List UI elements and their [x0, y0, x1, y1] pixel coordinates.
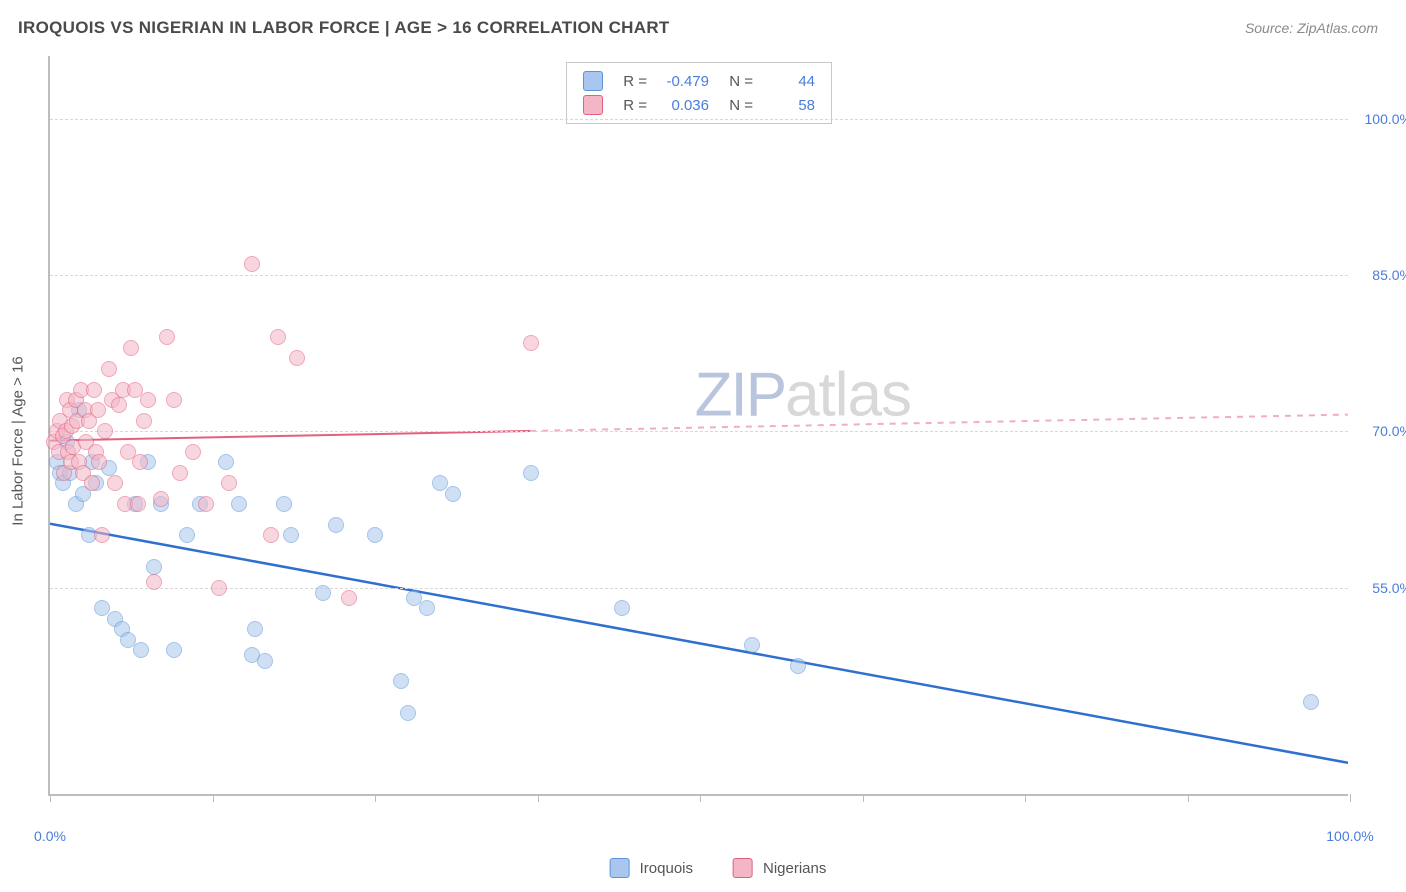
x-tick: [375, 794, 376, 802]
legend-swatch-iroquois: [583, 71, 603, 91]
y-tick-label: 100.0%: [1365, 111, 1406, 127]
y-axis-label: In Labor Force | Age > 16: [10, 356, 27, 525]
scatter-point-iroquois: [133, 642, 149, 658]
scatter-point-iroquois: [790, 658, 806, 674]
x-tick: [700, 794, 701, 802]
x-tick-label-left: 0.0%: [34, 828, 66, 844]
scatter-point-iroquois: [315, 585, 331, 601]
scatter-point-nigerians: [244, 256, 260, 272]
scatter-point-iroquois: [523, 465, 539, 481]
scatter-point-iroquois: [1303, 694, 1319, 710]
correlation-legend: R = -0.479 N = 44 R = 0.036 N = 58: [566, 62, 832, 124]
plot-container: In Labor Force | Age > 16 ZIPatlas R =-0…: [48, 56, 1388, 826]
scatter-point-nigerians: [185, 444, 201, 460]
r-value: -0.479: [661, 73, 709, 90]
scatter-point-nigerians: [270, 329, 286, 345]
scatter-point-nigerians: [523, 335, 539, 351]
scatter-point-iroquois: [328, 517, 344, 533]
r-label: R =: [617, 97, 647, 114]
y-tick-label: 85.0%: [1372, 267, 1406, 283]
scatter-point-nigerians: [97, 423, 113, 439]
scatter-point-nigerians: [130, 496, 146, 512]
x-tick: [538, 794, 539, 802]
series-legend: Iroquois Nigerians: [610, 858, 827, 878]
scatter-point-iroquois: [257, 653, 273, 669]
r-label: R =: [617, 73, 647, 90]
scatter-point-iroquois: [179, 527, 195, 543]
gridline-h: [50, 588, 1348, 589]
x-tick: [213, 794, 214, 802]
n-value: 58: [767, 97, 815, 114]
scatter-point-iroquois: [218, 454, 234, 470]
n-label: N =: [723, 73, 753, 90]
correlation-row-iroquois: R = -0.479 N = 44: [583, 69, 815, 93]
scatter-point-nigerians: [146, 574, 162, 590]
scatter-point-nigerians: [341, 590, 357, 606]
scatter-point-nigerians: [136, 413, 152, 429]
legend-swatch: [610, 858, 630, 878]
scatter-point-nigerians: [123, 340, 139, 356]
scatter-point-nigerians: [94, 527, 110, 543]
scatter-point-iroquois: [247, 621, 263, 637]
y-tick-label: 55.0%: [1372, 580, 1406, 596]
n-value: 44: [767, 73, 815, 90]
chart-source: Source: ZipAtlas.com: [1245, 20, 1378, 36]
scatter-point-nigerians: [263, 527, 279, 543]
scatter-point-iroquois: [231, 496, 247, 512]
scatter-point-iroquois: [283, 527, 299, 543]
scatter-point-iroquois: [419, 600, 435, 616]
scatter-point-iroquois: [276, 496, 292, 512]
scatter-point-nigerians: [221, 475, 237, 491]
y-tick-label: 70.0%: [1372, 423, 1406, 439]
legend-swatch: [733, 858, 753, 878]
legend-label: Iroquois: [640, 860, 693, 877]
correlation-row-nigerians: R = 0.036 N = 58: [583, 93, 815, 117]
scatter-point-nigerians: [172, 465, 188, 481]
legend-item: Iroquois: [610, 858, 693, 878]
x-tick-label-right: 100.0%: [1326, 828, 1373, 844]
scatter-point-nigerians: [90, 402, 106, 418]
r-value: 0.036: [661, 97, 709, 114]
scatter-point-nigerians: [107, 475, 123, 491]
scatter-point-nigerians: [153, 491, 169, 507]
scatter-point-iroquois: [445, 486, 461, 502]
chart-title: IROQUOIS VS NIGERIAN IN LABOR FORCE | AG…: [18, 18, 670, 38]
scatter-point-nigerians: [140, 392, 156, 408]
x-tick: [863, 794, 864, 802]
scatter-point-iroquois: [367, 527, 383, 543]
scatter-point-nigerians: [211, 580, 227, 596]
scatter-point-iroquois: [166, 642, 182, 658]
trend-lines: [50, 56, 1348, 794]
scatter-point-nigerians: [159, 329, 175, 345]
scatter-point-nigerians: [91, 454, 107, 470]
gridline-h: [50, 119, 1348, 120]
scatter-point-iroquois: [744, 637, 760, 653]
scatter-point-nigerians: [166, 392, 182, 408]
x-tick: [50, 794, 51, 802]
scatter-point-nigerians: [132, 454, 148, 470]
x-tick: [1188, 794, 1189, 802]
legend-label: Nigerians: [763, 860, 826, 877]
scatter-point-nigerians: [84, 475, 100, 491]
watermark: ZIPatlas: [695, 360, 911, 431]
legend-swatch-nigerians: [583, 95, 603, 115]
gridline-h: [50, 275, 1348, 276]
gridline-h: [50, 431, 1348, 432]
legend-item: Nigerians: [733, 858, 826, 878]
scatter-point-nigerians: [289, 350, 305, 366]
scatter-point-nigerians: [198, 496, 214, 512]
x-tick: [1025, 794, 1026, 802]
scatter-point-iroquois: [393, 673, 409, 689]
scatter-point-nigerians: [111, 397, 127, 413]
scatter-point-iroquois: [146, 559, 162, 575]
scatter-point-nigerians: [101, 361, 117, 377]
n-label: N =: [723, 97, 753, 114]
scatter-plot: ZIPatlas R =-0.479N =44R =0.036N =58 55.…: [48, 56, 1348, 796]
x-tick: [1350, 794, 1351, 802]
scatter-point-iroquois: [614, 600, 630, 616]
scatter-point-nigerians: [86, 382, 102, 398]
scatter-point-iroquois: [400, 705, 416, 721]
